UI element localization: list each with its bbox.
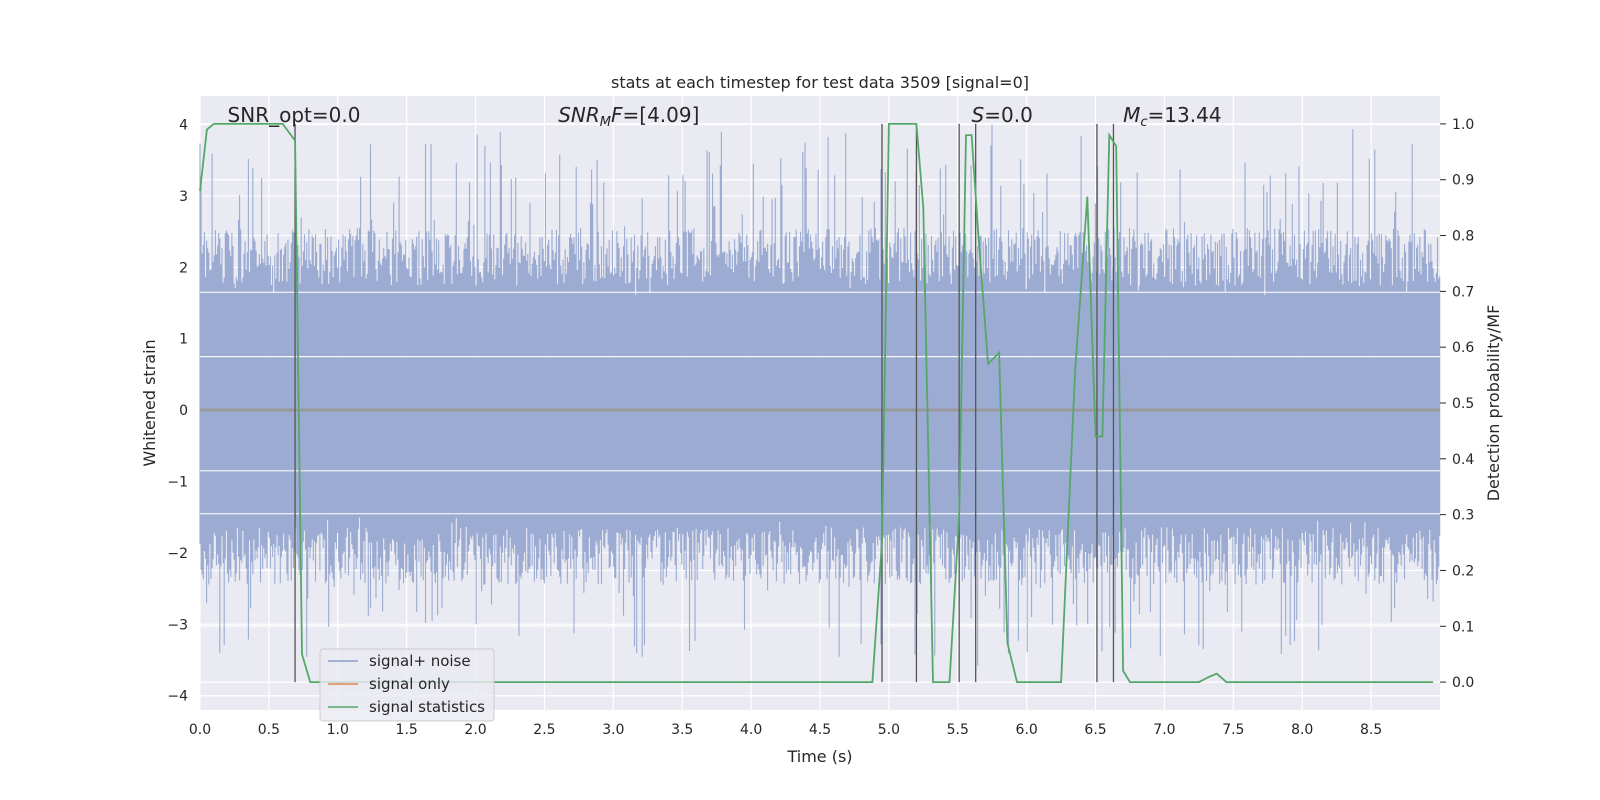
signal-statistics-series [199, 123, 1434, 683]
x-tick-label: 8.0 [1291, 722, 1313, 738]
signal-noise-series [199, 124, 1441, 666]
x-tick-label: 6.5 [1084, 722, 1106, 738]
y-tick-label-left: 3 [179, 189, 188, 205]
y-tick-label-left: −3 [167, 617, 188, 633]
x-tick-label: 5.5 [947, 722, 969, 738]
x-tick-label: 1.5 [396, 722, 418, 738]
signal-statistics-line [199, 123, 1434, 683]
annotation-label: SNRMF=[4.09] [558, 103, 699, 130]
y-tick-label-left: 1 [179, 332, 188, 348]
x-tick-label: 5.0 [878, 722, 900, 738]
x-tick-label: 0.0 [189, 722, 211, 738]
x-tick-label: 2.0 [464, 722, 486, 738]
y-axis-label-right: Detection probability/MF [1484, 305, 1503, 502]
y-tick-label-right: 0.1 [1452, 619, 1474, 635]
y-tick-label-right: 0.8 [1452, 229, 1474, 245]
left-tick-labels: 4 3 2 1 0 −1 −2 −3 −4 [167, 118, 188, 705]
y-axis-label-left: Whitened strain [140, 339, 159, 466]
y-tick-label-left: −2 [167, 546, 188, 562]
x-tick-label: 0.5 [258, 722, 280, 738]
legend-label-signal-statistics: signal statistics [369, 698, 485, 716]
x-tick-label: 2.5 [533, 722, 555, 738]
x-tick-label: 3.5 [671, 722, 693, 738]
x-tick-label: 8.5 [1360, 722, 1382, 738]
x-tick-label: 6.0 [1016, 722, 1038, 738]
x-tick-label: 3.0 [602, 722, 624, 738]
y-tick-label-right: 0.5 [1452, 396, 1474, 412]
x-axis-label: Time (s) [786, 747, 852, 766]
legend: signal+ noise signal only signal statist… [319, 648, 495, 722]
y-tick-label-right: 0.2 [1452, 563, 1474, 579]
y-tick-label-right: 0.9 [1452, 173, 1474, 189]
y-tick-label-right: 0.4 [1452, 452, 1474, 468]
x-tick-label: 7.5 [1222, 722, 1244, 738]
y-tick-label-right: 0.0 [1452, 675, 1474, 691]
vertical-markers [294, 123, 1115, 683]
y-tick-label-right: 0.3 [1452, 508, 1474, 524]
x-tick-labels: 0.0 0.5 1.0 1.5 2.0 2.5 3.0 3.5 4.0 4.5 5.0 5.5 6.0 6… [189, 722, 1382, 738]
x-tick-label: 4.0 [740, 722, 762, 738]
y-tick-label-left: −1 [167, 475, 188, 491]
x-tick-label: 7.0 [1153, 722, 1175, 738]
annotations: SNR_opt=0.0 SNRMF=[4.09] S=0.0 Mc=13.44 [228, 103, 1222, 130]
y-tick-label-right: 1.0 [1452, 117, 1474, 133]
y-tick-label-left: 4 [179, 118, 188, 134]
annotation-label: S=0.0 [972, 103, 1033, 127]
x-tick-label: 4.5 [809, 722, 831, 738]
annotation-label: Mc=13.44 [1123, 103, 1221, 130]
y-tick-label-left: 0 [179, 403, 188, 419]
legend-label-signal-noise: signal+ noise [369, 652, 471, 670]
annotation-label: SNR_opt=0.0 [228, 103, 361, 127]
y-tick-label-left: 2 [179, 260, 188, 276]
legend-box [319, 648, 495, 722]
y-tick-label-right: 0.7 [1452, 284, 1474, 300]
chart-title: stats at each timestep for test data 350… [611, 73, 1029, 92]
y-tick-label-left: −4 [167, 689, 188, 705]
y-tick-label-right: 0.6 [1452, 340, 1474, 356]
legend-label-signal-only: signal only [369, 675, 450, 693]
right-tick-labels: 1.0 0.9 0.8 0.7 0.6 0.5 0.4 0.3 0.2 0.1 0.0 [1440, 117, 1474, 691]
x-tick-label: 1.0 [327, 722, 349, 738]
